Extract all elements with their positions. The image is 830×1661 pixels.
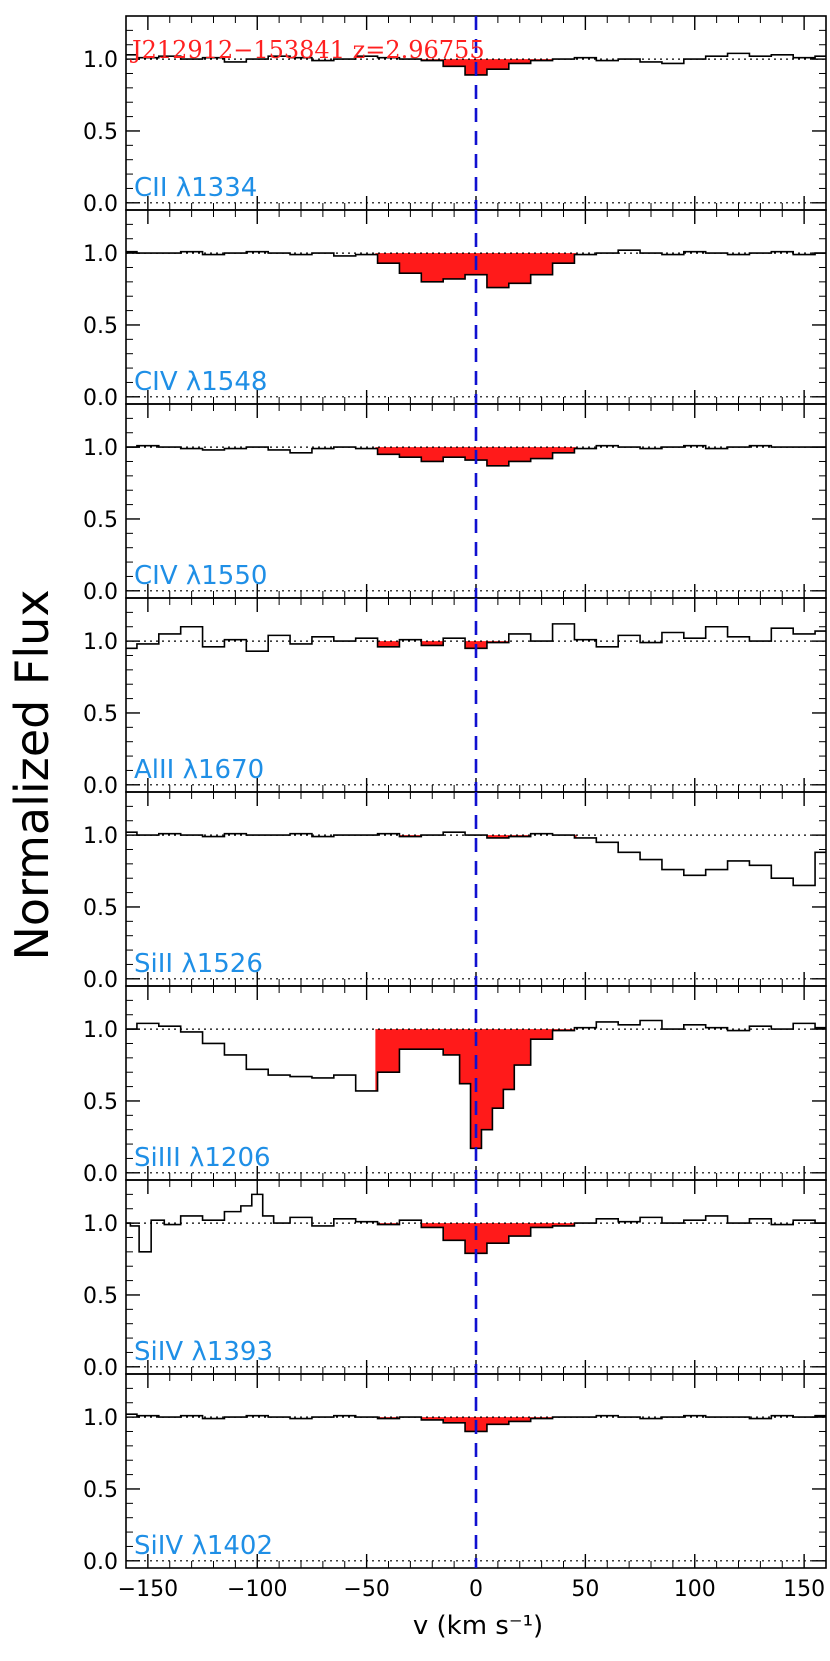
y-tick-label: 1.0 <box>83 824 118 849</box>
x-tick-label: 150 <box>783 1577 825 1602</box>
y-axis-title: Normalized Flux <box>5 589 59 960</box>
spectrum-line <box>126 831 826 887</box>
transition-label: AlII λ1670 <box>134 755 264 785</box>
panel-6: 0.0 0.5 1.0 SiIII λ1206 <box>83 985 827 1187</box>
y-tick-label: 1.0 <box>83 436 118 461</box>
y-tick-label: 0.0 <box>83 580 118 605</box>
spectrum-line <box>126 444 826 467</box>
spectrum-line <box>126 1413 826 1433</box>
x-tick-label: −150 <box>118 1577 178 1602</box>
y-tick-label: 0.0 <box>83 386 118 411</box>
spectrum-line <box>126 1193 826 1255</box>
y-tick-label: 1.0 <box>83 1406 118 1431</box>
y-tick-label: 0.0 <box>83 968 118 993</box>
y-tick-label: 1.0 <box>83 1212 118 1237</box>
y-tick-label: 1.0 <box>83 1018 118 1043</box>
transition-label: CIV λ1548 <box>134 367 267 397</box>
panel-2: 0.0 0.5 1.0 CIV λ1548 <box>83 209 827 411</box>
y-tick-label: 0.0 <box>83 1356 118 1381</box>
y-tick-label: 0.5 <box>83 1478 118 1503</box>
x-tick-label: −50 <box>343 1577 389 1602</box>
y-tick-label: 1.0 <box>83 48 118 73</box>
spectrum-line <box>126 1019 826 1150</box>
x-tick-label: 50 <box>571 1577 599 1602</box>
y-tick-label: 0.5 <box>83 314 118 339</box>
transition-label: SiIV λ1393 <box>134 1337 273 1367</box>
y-tick-label: 0.0 <box>83 774 118 799</box>
y-tick-label: 1.0 <box>83 242 118 267</box>
y-tick-label: 0.5 <box>83 1284 118 1309</box>
panel-7: 0.0 0.5 1.0 SiIV λ1393 <box>83 1179 827 1381</box>
y-tick-label: 0.5 <box>83 508 118 533</box>
y-tick-label: 0.0 <box>83 1550 118 1575</box>
y-tick-label: 0.0 <box>83 192 118 217</box>
panel-1: 0.0 0.5 1.0 CII λ1334 <box>83 15 827 217</box>
y-tick-label: 0.5 <box>83 120 118 145</box>
object-label: J212912−153841 z=2.96755 <box>129 36 485 64</box>
y-tick-label: 0.5 <box>83 1090 118 1115</box>
x-axis-title: v (km s⁻¹) <box>413 1611 543 1641</box>
panel-5: 0.0 0.5 1.0 SiII λ1526 <box>83 791 827 993</box>
transition-label: CII λ1334 <box>134 173 257 203</box>
transition-label: SiIV λ1402 <box>134 1531 273 1561</box>
transition-label: CIV λ1550 <box>134 561 267 591</box>
y-tick-label: 0.5 <box>83 702 118 727</box>
y-tick-label: 0.0 <box>83 1162 118 1187</box>
x-tick-label: −100 <box>227 1577 287 1602</box>
spectrum-line <box>126 249 826 289</box>
y-tick-label: 0.5 <box>83 896 118 921</box>
absorption-fill <box>375 253 577 288</box>
y-tick-label: 1.0 <box>83 630 118 655</box>
x-tick-label: 100 <box>674 1577 716 1602</box>
transition-label: SiII λ1526 <box>134 949 263 979</box>
panel-4: 0.0 0.5 1.0 AlII λ1670 <box>83 597 827 799</box>
x-tick-label: 0 <box>469 1577 483 1602</box>
panel-8: 0.0 0.5 1.0 SiIV λ1402 <box>83 1373 827 1575</box>
panel-3: 0.0 0.5 1.0 CIV λ1550 <box>83 403 827 605</box>
transition-label: SiIII λ1206 <box>134 1143 271 1173</box>
